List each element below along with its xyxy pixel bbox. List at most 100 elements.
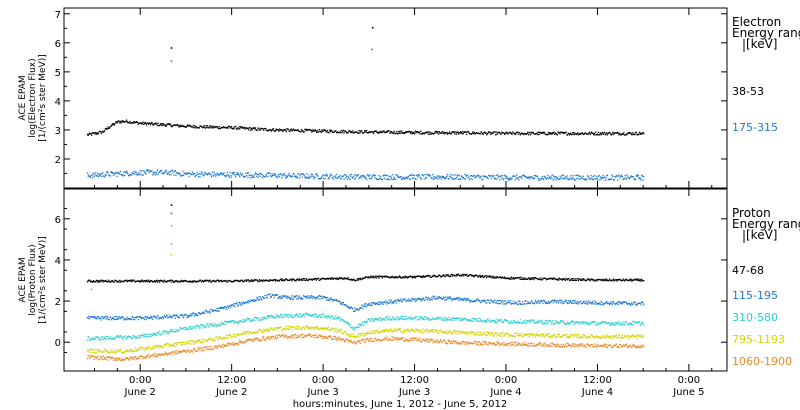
data-point: [156, 281, 159, 283]
data-point: [523, 278, 525, 280]
data-point: [488, 276, 490, 278]
data-point: [403, 132, 405, 134]
data-point: [457, 273, 459, 276]
data-point: [521, 175, 523, 177]
data-point: [610, 323, 613, 326]
data-point: [531, 131, 533, 133]
data-point: [179, 281, 181, 283]
data-point: [551, 177, 553, 179]
data-point: [422, 275, 425, 277]
data-point: [227, 307, 229, 310]
data-point: [300, 130, 302, 133]
data-point: [224, 306, 226, 308]
data-point: [298, 296, 300, 299]
data-point: [160, 346, 162, 348]
data-point: [117, 317, 119, 319]
data-point: [495, 302, 497, 304]
data-point: [539, 178, 541, 180]
data-point: [323, 296, 325, 298]
data-point: [460, 297, 462, 300]
data-point: [253, 176, 255, 178]
data-point: [168, 316, 170, 318]
data-point: [235, 334, 237, 336]
data-point: [479, 133, 482, 135]
data-point: [89, 133, 91, 135]
data-point: [503, 334, 506, 336]
data-point: [627, 303, 629, 305]
data-point: [544, 301, 546, 303]
data-point: [643, 336, 645, 338]
data-point: [458, 174, 460, 176]
data-point: [503, 332, 505, 334]
data-point: [446, 274, 448, 276]
data-point: [578, 278, 580, 280]
data-point: [212, 174, 214, 176]
data-point: [347, 322, 349, 324]
data-point: [515, 132, 517, 134]
data-point: [459, 333, 461, 335]
data-point: [527, 134, 530, 136]
data-point: [163, 281, 165, 283]
data-point: [106, 338, 108, 341]
data-point: [352, 333, 354, 336]
data-point: [383, 329, 386, 331]
data-point: [591, 278, 593, 280]
data-point: [483, 320, 485, 323]
data-point: [113, 352, 115, 354]
data-point: [296, 175, 298, 177]
data-point: [92, 355, 94, 357]
data-point: [296, 298, 298, 300]
data-point: [422, 331, 424, 334]
data-point: [582, 334, 584, 336]
data-point: [579, 178, 581, 180]
data-point: [526, 278, 528, 280]
data-point: [637, 335, 639, 337]
data-point: [523, 333, 525, 336]
data-point: [357, 334, 359, 336]
data-point: [531, 300, 533, 302]
data-point: [333, 299, 335, 301]
data-point: [174, 124, 176, 126]
data-point: [352, 130, 354, 132]
data-point: [443, 297, 445, 299]
data-point: [600, 178, 602, 180]
data-point: [435, 329, 437, 332]
data-point: [123, 280, 126, 282]
data-point: [502, 321, 504, 323]
data-point: [143, 171, 146, 173]
data-point: [462, 273, 464, 276]
data-point: [375, 331, 377, 333]
data-point: [167, 317, 169, 319]
data-point: [283, 129, 285, 131]
data-point: [623, 324, 626, 326]
data-point: [337, 300, 339, 303]
data-point: [575, 279, 577, 282]
data-point: [571, 177, 574, 179]
data-point: [307, 314, 309, 316]
data-point: [496, 335, 498, 337]
data-point: [390, 319, 392, 321]
data-point: [157, 332, 159, 334]
data-point: [225, 320, 227, 322]
data-point: [141, 334, 143, 336]
data-point: [498, 131, 500, 133]
data-point: [257, 280, 259, 283]
data-point: [339, 277, 341, 279]
data-point: [372, 320, 374, 322]
data-point: [329, 277, 331, 279]
data-point: [365, 131, 367, 133]
data-point: [228, 280, 231, 282]
data-point: [208, 127, 210, 129]
data-point: [379, 301, 381, 303]
data-point: [217, 279, 219, 281]
data-point: [272, 294, 274, 297]
data-point: [525, 175, 527, 178]
data-point: [230, 321, 232, 323]
data-point: [270, 327, 272, 329]
data-point: [246, 175, 248, 177]
data-point: [388, 276, 390, 279]
data-point: [243, 301, 245, 304]
data-point: [238, 334, 240, 336]
data-point: [163, 123, 165, 125]
data-point: [508, 322, 510, 324]
